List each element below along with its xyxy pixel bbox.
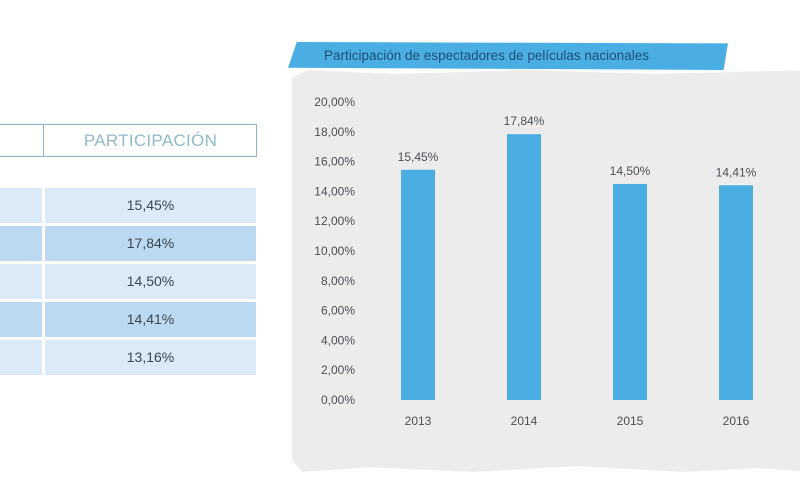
y-tick-label: 0,00% <box>321 393 355 407</box>
table-row: 14,50% <box>0 264 256 299</box>
data-label: 14,41% <box>716 165 757 179</box>
data-label: 17,84% <box>504 114 545 128</box>
table-header: PARTICIPACIÓN <box>0 124 257 157</box>
x-tick-label: 2015 <box>617 414 644 428</box>
cell-value: 13,16% <box>45 340 256 375</box>
table-row: 14,41% <box>0 302 256 337</box>
y-tick-label: 6,00% <box>321 304 355 318</box>
bar-2014 <box>507 134 541 400</box>
y-tick-label: 20,00% <box>314 95 355 109</box>
cell-value: 17,84% <box>45 226 256 261</box>
bar-2013 <box>401 169 435 400</box>
y-tick-label: 18,00% <box>314 125 355 139</box>
chart-panel <box>292 70 800 472</box>
table-row: 15,45% <box>0 188 256 223</box>
table-row: 17,84% <box>0 226 256 261</box>
y-tick-label: 14,00% <box>314 184 355 198</box>
cell-value: 14,50% <box>45 264 256 299</box>
cell-value: 14,41% <box>45 302 256 337</box>
cell-year <box>0 226 42 261</box>
chart-title-banner: Participación de espectadores de películ… <box>288 42 728 70</box>
cell-year <box>0 302 42 337</box>
x-tick-label: 2014 <box>511 414 538 428</box>
y-tick-label: 2,00% <box>321 363 355 377</box>
y-tick-label: 12,00% <box>314 214 355 228</box>
data-label: 14,50% <box>610 164 651 178</box>
y-tick-label: 8,00% <box>321 274 355 288</box>
cell-year <box>0 340 42 375</box>
x-tick-label: 2013 <box>405 414 432 428</box>
cell-value: 15,45% <box>45 188 256 223</box>
y-tick-label: 10,00% <box>314 244 355 258</box>
x-tick-label: 2016 <box>723 414 750 428</box>
y-tick-label: 4,00% <box>321 333 355 347</box>
table-row: 13,16% <box>0 340 256 375</box>
y-tick-label: 16,00% <box>314 155 355 169</box>
data-label: 15,45% <box>398 150 439 164</box>
header-year <box>0 125 44 156</box>
cell-year <box>0 264 42 299</box>
chart-title: Participación de espectadores de películ… <box>324 48 649 63</box>
header-participation: PARTICIPACIÓN <box>83 131 218 150</box>
cell-year <box>0 188 42 223</box>
bar-2016 <box>719 185 753 400</box>
bar-2015 <box>613 183 647 400</box>
